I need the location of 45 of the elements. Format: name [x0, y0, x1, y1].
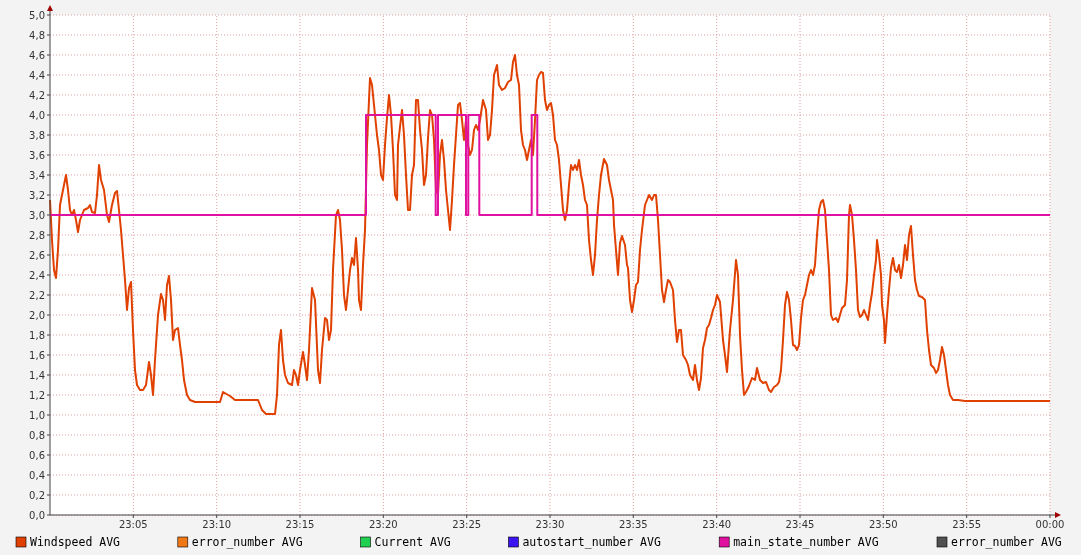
- legend-label: error_number AVG: [191, 535, 303, 549]
- y-tick-label: 4,2: [29, 89, 45, 101]
- y-tick-label: 0,0: [29, 509, 45, 521]
- y-tick-label: 3,8: [29, 129, 45, 141]
- y-tick-label: 4,4: [29, 69, 45, 81]
- legend-label: Current AVG: [374, 535, 451, 549]
- y-tick-label: 1,4: [29, 369, 45, 381]
- y-tick-label: 1,2: [29, 389, 45, 401]
- y-tick-label: 1,0: [29, 409, 45, 421]
- y-tick-label: 0,4: [29, 469, 45, 481]
- line-series: [49, 54, 1051, 415]
- x-tick-label: 23:25: [452, 519, 482, 530]
- y-tick-label: 1,8: [29, 329, 45, 341]
- y-tick-label: 0,8: [29, 429, 45, 441]
- y-tick-label: 2,0: [29, 309, 45, 321]
- x-tick-label: 23:50: [868, 519, 898, 530]
- y-tick-label: 3,4: [29, 169, 45, 181]
- x-tick-label: 23:35: [618, 519, 648, 530]
- legend-label: error_number AVG: [951, 535, 1062, 549]
- x-tick-label: 23:45: [785, 519, 815, 530]
- y-tick-label: 4,6: [29, 49, 45, 61]
- y-tick-label: 2,4: [29, 269, 45, 281]
- y-tick-label: 2,8: [29, 229, 45, 241]
- legend-label: Windspeed AVG: [30, 535, 121, 549]
- y-tick-label: 3,6: [29, 149, 45, 161]
- x-tick-label: 23:05: [118, 519, 148, 530]
- x-tick-label: 23:20: [368, 519, 398, 530]
- y-tick-label: 0,6: [29, 449, 45, 461]
- legend-label: autostart_number AVG: [522, 535, 661, 549]
- y-tick-label: 2,6: [29, 249, 45, 261]
- y-tick-label: 4,0: [29, 109, 45, 121]
- y-tick-label: 0,2: [29, 489, 45, 501]
- x-tick-label: 00:00: [1035, 519, 1065, 530]
- y-tick-label: 4,8: [29, 29, 45, 41]
- y-tick-label: 1,6: [29, 349, 45, 361]
- y-tick-label: 3,2: [29, 189, 45, 201]
- legend-label: main_state_number AVG: [733, 535, 879, 549]
- x-tick-label: 23:15: [285, 519, 315, 530]
- y-tick-label: 3,0: [29, 209, 45, 221]
- x-tick-label: 23:10: [202, 519, 232, 530]
- x-tick-label: 23:55: [952, 519, 982, 530]
- x-tick-label: 23:30: [535, 519, 565, 530]
- y-tick-label: 2,2: [29, 289, 45, 301]
- x-tick-label: 23:40: [702, 519, 732, 530]
- y-tick-label: 5,0: [29, 9, 45, 21]
